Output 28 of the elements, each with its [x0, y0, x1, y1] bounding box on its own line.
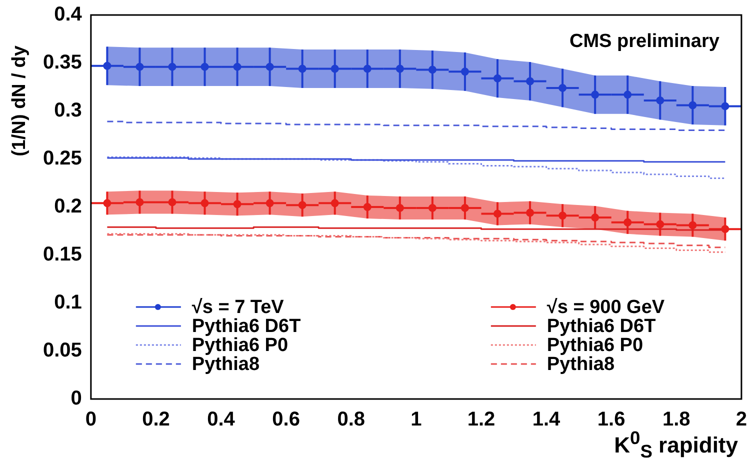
x-tick-label: 2 — [736, 408, 747, 431]
legend-label: √s = 7 TeV — [192, 297, 284, 318]
y-tick-label: 0.05 — [42, 340, 82, 362]
legend-label: Pythia6 P0 — [546, 335, 644, 356]
legend-label: Pythia6 P0 — [192, 335, 288, 356]
x-tick-label: 1 — [410, 408, 422, 431]
x-tick-label: 0 — [85, 408, 96, 431]
legend-label: Pythia8 — [546, 354, 615, 376]
legend-label: Pythia8 — [192, 354, 260, 376]
x-tick-label: 0.2 — [142, 408, 170, 431]
legend-label: √s = 900 GeV — [546, 297, 665, 318]
y-tick-label: 0.4 — [54, 4, 83, 26]
y-tick-label: 0.15 — [42, 244, 82, 266]
y-tick-label: 0.25 — [42, 148, 82, 170]
x-tick-label: 0.8 — [337, 408, 366, 431]
x-tick-label: 1.2 — [467, 408, 496, 431]
y-axis-title: (1/N) dN / dy — [9, 44, 31, 158]
legend-label: Pythia6 D6T — [546, 316, 656, 338]
y-tick-label: 0.1 — [54, 292, 82, 314]
y-tick-label: 0.35 — [42, 52, 82, 74]
x-tick-label: 1.4 — [532, 408, 562, 431]
y-tick-label: 0.2 — [54, 196, 82, 218]
annotation: CMS preliminary — [570, 31, 720, 52]
x-tick-label: 0.4 — [207, 408, 236, 431]
y-tick-label: 0 — [70, 388, 82, 410]
y-tick-label: 0.3 — [54, 100, 82, 122]
legend-label: Pythia6 D6T — [192, 316, 302, 338]
x-tick-label: 0.6 — [272, 408, 300, 431]
